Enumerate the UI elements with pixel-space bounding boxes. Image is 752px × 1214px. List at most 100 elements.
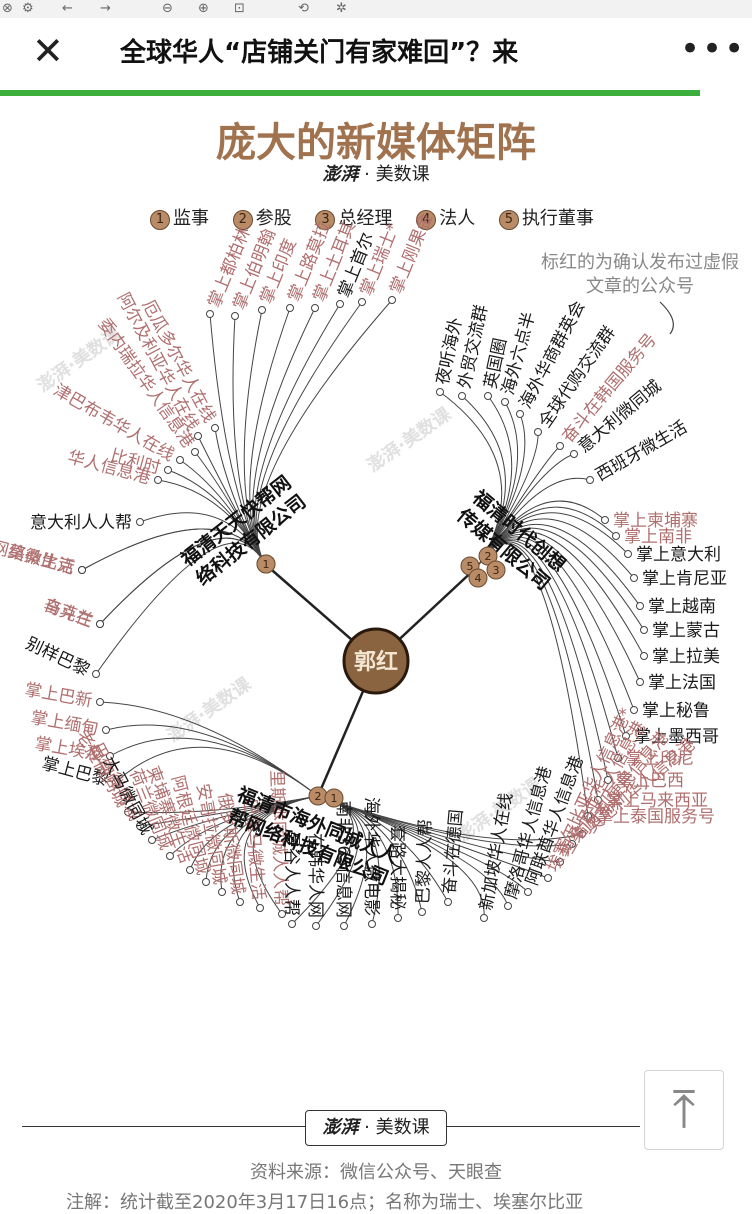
brand-logo: 澎湃 [322,1117,359,1138]
footnote-text: 注解：统计截至2020年3月17日16点；名称为瑞士、埃塞尔比亚 [66,1192,584,1213]
magic-wand-icon[interactable]: ✲ [336,1,347,16]
role-badge [324,788,344,808]
load-progress-bar [0,90,700,96]
node-dot [186,866,194,874]
node-label: 掌上墨西哥 [634,727,719,747]
role-badge-number: 5 [467,560,474,573]
legend-label: 总经理 [338,208,393,229]
node-dot [124,808,132,816]
node-label: 掌上柬埔寨 [613,511,698,531]
zoom-out-icon[interactable]: ⊖ [162,1,173,16]
node-dot [594,796,602,804]
back-arrow-icon[interactable]: ← [62,1,73,16]
node-label: 里斯本同城人人帮 [266,770,291,907]
node-dot [484,392,492,400]
role-badge [468,568,488,588]
article-title: 全球华人“店铺关门有家难回”？来 [120,38,519,68]
branch-line [317,795,583,841]
node-label: 别样巴黎 [22,634,92,681]
node-dot [458,392,466,400]
node-dot [154,476,162,484]
node-dot [102,726,110,734]
legend-number: 3 [315,210,336,230]
node-label: 掌上肯尼亚 [642,569,727,589]
role-badge [486,560,506,580]
node-dot [256,904,264,912]
legend-label: 监事 [173,208,209,229]
article-header: ✕ 全球华人“店铺关门有家难回”？来 ••• [0,18,752,88]
node-label: 巴黎人人帮 [413,819,436,905]
branch-line [477,543,589,817]
footer-divider [445,1126,640,1127]
legend-label: 执行董事 [521,208,594,229]
node-dot [231,312,239,320]
back-to-top-button[interactable]: ⤒ [644,1070,724,1150]
brand-name: 美数课 [375,164,430,185]
window-close-icon[interactable]: ⊗ [2,1,13,16]
brand-name: 美数课 [375,1117,430,1138]
close-icon[interactable]: ✕ [32,29,64,73]
node-dot [394,914,402,922]
node-dot [96,620,104,628]
rotate-icon[interactable]: ⟲ [298,1,309,16]
node-dot [218,888,226,896]
node-dot [112,778,120,786]
viewer-toolbar: ⊗ ⚙ ← → ⊖ ⊕ ⊡ ⟲ ✲ [0,0,752,19]
node-dot [288,920,296,928]
node-dot [624,550,632,558]
node-dot [444,898,452,906]
infographic: 庞大的新媒体矩阵 澎湃 · 美数课 1 监事 2 参股 3 总经理 4 法人 5 执行董事… [0,96,752,1213]
zoom-in-icon[interactable]: ⊕ [198,1,209,16]
legend: 1 监事 2 参股 3 总经理 4 法人 5 执行董事 [150,204,650,230]
node-dot [578,830,586,838]
fit-page-icon[interactable]: ⊡ [234,1,245,16]
red-label-note: 标红的为确认发布过虚假文章的公众号 [541,252,739,297]
node-dot [544,874,552,882]
node-dot [612,532,620,540]
node-dot [206,310,214,318]
node-dot [604,776,612,784]
more-options-icon[interactable]: ••• [680,29,747,69]
node-dot [636,678,644,686]
footer-brand: 澎湃 · 美数课 [0,1096,752,1146]
node-dot [436,388,444,396]
node-dot [388,296,396,304]
legend-label: 法人 [439,208,476,229]
node-label: 掌上蒙古 [652,621,720,641]
footer-divider [22,1126,305,1127]
node-label: 掌上越南 [648,597,716,617]
node-dot [534,428,542,436]
infographic-title: 庞大的新媒体矩阵 [216,119,536,166]
footer-brand-box: 澎湃 · 美数课 [305,1110,447,1146]
forward-arrow-icon[interactable]: → [100,1,111,16]
branch-line [256,299,393,565]
role-badge-number: 1 [263,558,270,571]
node-label: 海外华人微电影 [361,797,381,916]
node-label: 掌上意大利 [636,545,721,565]
node-label: 在韩华人网 [305,833,325,918]
load-progress-fill [0,90,700,96]
node-label: 曼谷人人帮 [281,831,301,916]
node-dot [480,914,488,922]
node-dot [516,410,524,418]
node-label: 掌上泰国服务号 [596,807,715,827]
node-dot [340,922,348,930]
node-dot [586,476,594,484]
node-label: 乌克兰 [41,595,96,631]
node-dot [148,836,156,844]
node-dot [358,298,366,306]
settings-icon[interactable]: ⚙ [22,1,34,16]
node-dot [202,878,210,886]
node-dot [136,518,144,526]
node-dot [368,920,376,928]
brand-header: 澎湃 · 美数课 [322,164,430,185]
branch-line [139,512,266,565]
node-label: 掌上巴新 [23,680,93,712]
node-dot [194,432,202,440]
node-label: 奋斗在德国 [440,809,467,895]
node-label: 掌上拉美 [652,647,720,667]
node-dot [236,898,244,906]
node-label: 掌上马来西亚 [606,791,708,811]
center-node [342,627,410,695]
node-label: 南非365信息网 [333,801,353,918]
